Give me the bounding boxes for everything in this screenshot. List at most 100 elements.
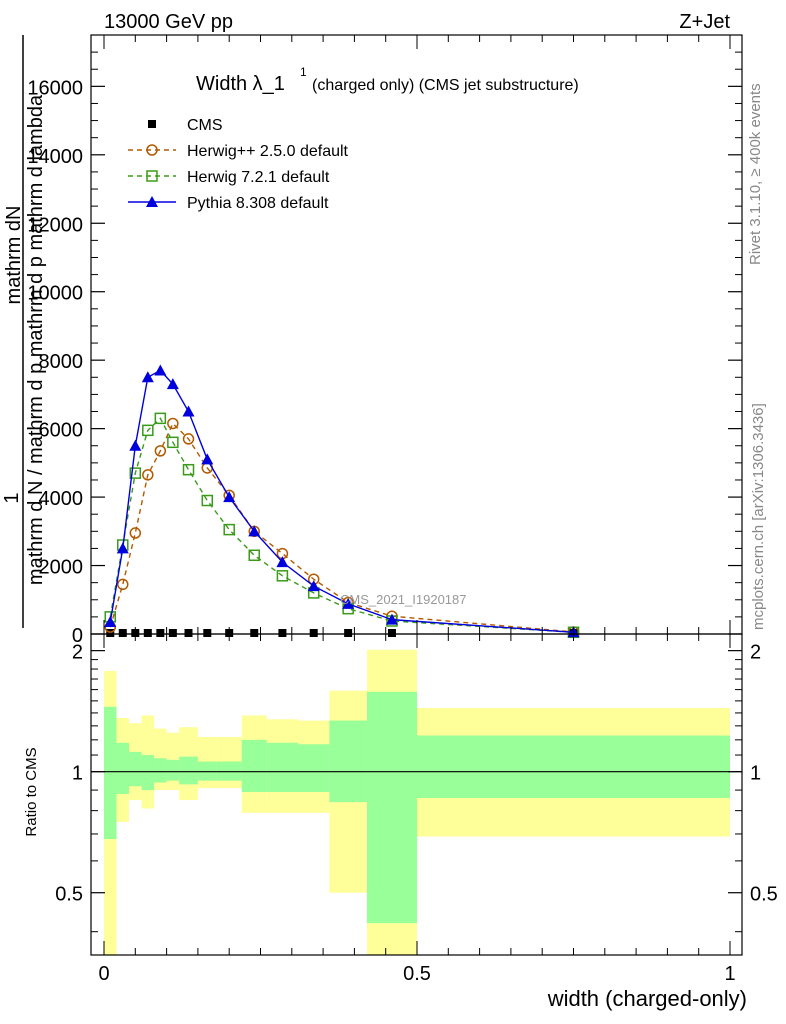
main-ytick-label-8: 16000 [27,77,83,99]
ratio-band-green-6 [179,756,198,785]
point-pythia8-12 [342,597,355,609]
point-herwig7-2 [129,467,142,479]
point-herwig7-3 [142,424,154,437]
point-cms-12 [344,629,353,637]
main-ytick-label-2: 4000 [39,488,84,510]
point-cms-7 [203,629,212,637]
mcplots-label: mcplots.cern.ch [arXiv:1306.3436] [750,403,767,630]
point-pythia8-2 [129,439,142,451]
ratio-band-green-10 [266,742,299,793]
legend-label-herwigpp: Herwig++ 2.5.0 default [187,143,349,160]
ratio-band-green-7 [197,761,217,781]
legend-label-herwig7: Herwig 7.2.1 default [187,169,330,186]
point-cms-5 [168,629,177,637]
point-pythia8-5 [166,378,179,390]
point-cms-11 [309,629,318,637]
analysis-watermark: CMS_2021_I1920187 [340,592,467,607]
title-main: Width λ_1 [196,73,285,95]
point-herwig7-9 [248,549,260,562]
point-pythia8-11 [307,580,320,592]
point-pythia8-10 [276,556,289,568]
title-superscript: 1 [300,65,307,79]
point-herwigpp-4 [154,445,167,457]
main-ytick-label-3: 6000 [39,420,84,442]
ylabel-top: 1 [1,492,23,503]
main-ytick-label-5: 10000 [27,283,83,305]
main-ytick-label-4: 8000 [39,351,84,373]
series-line-herwig7 [109,417,574,633]
point-cms-6 [184,629,193,637]
ratio-ytick-label-right-0: 0.5 [750,884,778,906]
point-herwig7-4 [154,412,167,425]
legend: CMS Herwig++ 2.5.0 default Herwig 7.2.1 de… [128,117,349,212]
ratio-ylabel: Ratio to CMS [23,747,40,836]
xtick-label-2: 1 [724,963,735,985]
ratio-band-green-13 [366,691,417,924]
ratio-band-green-9 [241,739,267,793]
point-cms-9 [250,629,259,637]
legend-label-pythia8: Pythia 8.308 default [187,195,329,212]
ratio-band-green-8 [216,761,242,781]
legend-label-cms: CMS [187,117,223,134]
point-pythia8-9 [248,525,261,537]
xtick-label-1: 0.5 [403,963,431,985]
plot-title: Width λ_1 1 (charged only) (CMS jet subs… [196,65,579,95]
point-cms-3 [143,629,152,637]
ratio-band-green-14 [417,735,730,799]
point-pythia8-1 [116,542,129,554]
main-series-layer [104,364,580,639]
ratio-plot-area [91,649,742,955]
point-pythia8-13 [385,613,398,625]
point-cms-1 [118,629,127,637]
legend-marker-pythia8 [146,196,158,207]
point-cms-10 [278,629,287,637]
legend-marker-herwig7 [146,170,158,182]
legend-marker-herwigpp [146,144,158,156]
point-herwig7-7 [201,494,214,507]
main-axes: 0 2000 4000 6000 8000 10000 12000 14000 16000 [27,34,743,647]
main-ytick-label-1: 2000 [39,557,84,579]
ratio-band-green-4 [154,758,167,783]
xtick-label-0: 0 [98,963,109,985]
legend-marker-cms [148,120,156,128]
point-cms-4 [156,629,165,637]
ratio-ytick-label-2: 2 [72,642,83,664]
ratio-band-green-1 [116,742,130,795]
ratio-axes: 0.5 0.5 1 1 2 2 0 0.5 1 [55,633,778,985]
point-herwigpp-6 [182,433,195,445]
ratio-ytick-label-right-2: 2 [750,642,761,664]
ratio-band-green-3 [141,755,155,791]
ylabel-denominator: mathrm d N / mathrm d p mathrm d p mathr… [25,94,47,585]
point-herwigpp-5 [167,417,179,430]
series-line-herwigpp [109,422,574,633]
point-herwigpp-3 [142,469,154,481]
header-process: Z+Jet [679,11,730,33]
ratio-band-green-5 [166,759,180,781]
point-herwig7-5 [167,436,179,449]
rivet-version-label: Rivet 3.1.10, ≥ 400k events [747,83,764,265]
point-herwig7-8 [223,523,235,536]
ratio-ytick-label-1: 1 [72,763,83,785]
point-cms-13 [387,629,396,637]
point-herwigpp-1 [117,578,129,591]
point-pythia8-6 [182,405,195,417]
point-pythia8-8 [223,491,236,503]
main-ytick-label-6: 12000 [27,214,83,236]
point-pythia8-4 [154,364,167,376]
ratio-band-green-11 [298,744,330,793]
point-pythia8-7 [201,453,214,465]
ylabel-numerator: mathrm dN [3,206,25,305]
point-herwig7-10 [276,570,289,582]
point-cms-0 [106,629,115,637]
point-pythia8-3 [141,371,154,383]
header-energy: 13000 GeV pp [104,11,233,33]
main-ytick-label-0: 0 [72,625,83,647]
ratio-band-green-12 [329,720,367,803]
ratio-ytick-label-right-1: 1 [750,763,761,785]
main-ylabel: 1 mathrm dN mathrm d N / mathrm d p math… [1,35,47,628]
point-herwigpp-2 [129,527,142,539]
ratio-band-green-2 [129,751,142,787]
point-herwig7-6 [182,463,195,476]
point-pythia8-0 [104,616,117,628]
